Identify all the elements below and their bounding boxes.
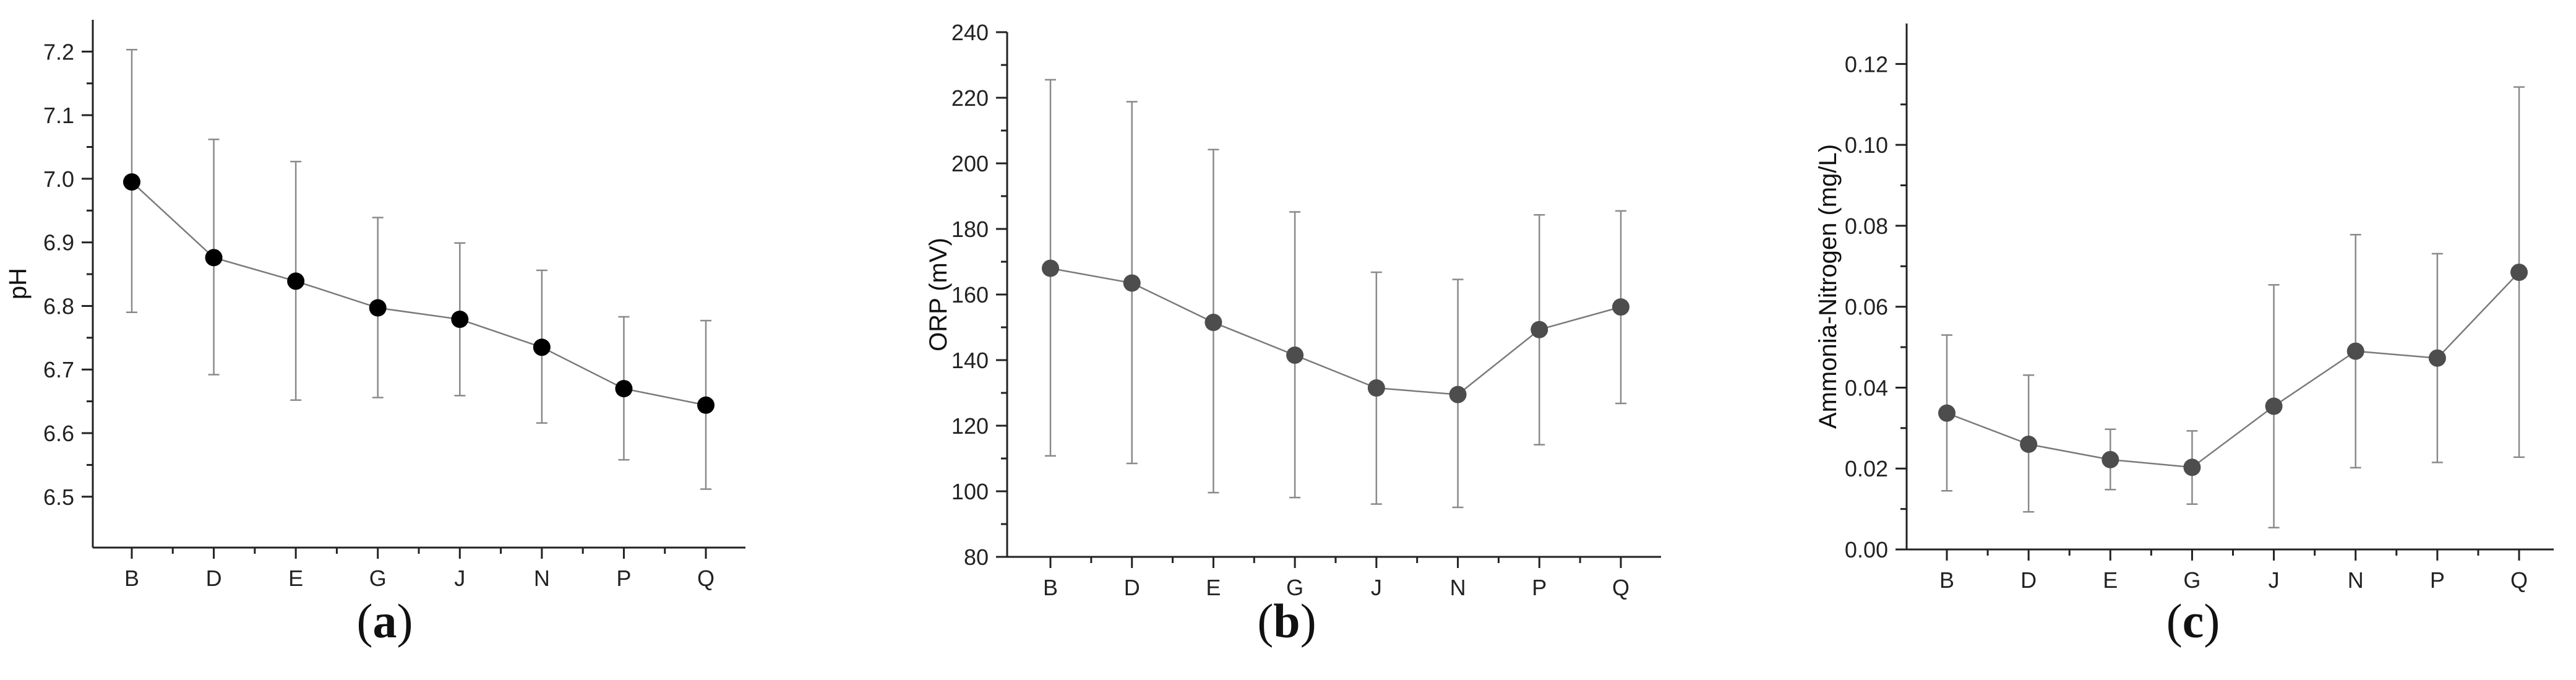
y-tick-label: 6.7: [43, 357, 74, 382]
x-tick-label: E: [288, 566, 303, 591]
x-tick-label: B: [1043, 575, 1058, 600]
x-tick-label: P: [616, 566, 631, 591]
x-tick-label: D: [1124, 575, 1140, 600]
x-tick-label: G: [1286, 575, 1303, 600]
x-tick-label: J: [2269, 567, 2280, 593]
series-line: [1946, 272, 2520, 468]
x-tick-label: E: [2103, 567, 2118, 593]
data-point: [1286, 346, 1304, 364]
y-tick-label: 0.06: [1845, 295, 1888, 320]
x-tick-label: B: [1939, 567, 1954, 593]
panel-label-open-paren: (: [2166, 594, 2183, 648]
data-point: [451, 311, 469, 329]
x-tick-label: J: [454, 566, 465, 591]
data-point: [1123, 274, 1141, 292]
data-point: [1531, 321, 1548, 338]
x-tick-label: D: [2020, 567, 2037, 593]
x-tick-label: Q: [697, 566, 715, 591]
y-tick-label: 180: [951, 217, 989, 242]
y-tick-label: 0.08: [1845, 213, 1888, 239]
y-tick-label: 0.04: [1845, 375, 1888, 400]
x-tick-label: Q: [2510, 567, 2528, 593]
panel-label: (c): [2166, 594, 2220, 648]
y-tick-label: 0.02: [1845, 456, 1888, 481]
x-tick-label: N: [2348, 567, 2364, 593]
chart-panel-b: 80 100 120 140 160 180 200 220 240 B D E G J N P Q ORP (m…: [925, 20, 1661, 648]
y-tick-label: 0.10: [1845, 132, 1888, 158]
x-tick-label: Q: [1612, 575, 1629, 600]
y-tick-label: 0.00: [1845, 537, 1888, 562]
panel-label: (a): [357, 594, 413, 648]
data-point: [2510, 264, 2528, 282]
data-point: [2428, 349, 2446, 367]
panel-label-close-paren: ): [397, 594, 413, 648]
y-tick-label: 220: [951, 85, 989, 111]
y-tick-label: 7.2: [43, 39, 74, 64]
panel-label: (b): [1257, 594, 1316, 648]
y-tick-label: 6.9: [43, 230, 74, 256]
panel-letter: b: [1273, 594, 1300, 648]
y-tick-label: 6.8: [43, 293, 74, 319]
y-tick-label: 0.12: [1845, 51, 1888, 77]
data-point: [533, 338, 551, 356]
chart-panel-a: 6.5 6.6 6.7 6.8 6.9 7.0 7.1 7.2 B D E G J N P QpH (a): [4, 20, 745, 648]
y-tick-label: 200: [951, 151, 989, 176]
y-axis-title: pH: [4, 268, 32, 299]
y-tick-label: 120: [951, 413, 989, 439]
y-axis-title: ORP (mV): [925, 238, 952, 351]
x-tick-label: N: [1450, 575, 1466, 600]
x-tick-label: J: [1371, 575, 1382, 600]
data-point: [1938, 404, 1956, 422]
panel-letter: c: [2183, 594, 2204, 648]
y-tick-label: 140: [951, 348, 989, 373]
data-point: [287, 272, 305, 290]
series-line: [131, 181, 706, 407]
data-point: [1204, 314, 1222, 332]
data-point: [2265, 397, 2283, 415]
panel-label-open-paren: (: [1257, 594, 1273, 648]
data-point: [1612, 298, 1629, 316]
x-tick-label: P: [1532, 575, 1547, 600]
data-point: [369, 299, 387, 317]
data-point: [697, 396, 715, 414]
x-tick-label: G: [369, 566, 387, 591]
data-point: [123, 173, 140, 191]
chart-panel-c: 0.00 0.02 0.04 0.06 0.08 0.10 0.12 B D E G J N P Q Ammo…: [1814, 24, 2554, 648]
x-tick-label: P: [2430, 567, 2445, 593]
y-tick-label: 7.1: [43, 103, 74, 128]
y-tick-label: 80: [964, 544, 989, 570]
data-point: [615, 380, 633, 398]
y-tick-label: 6.6: [43, 421, 74, 446]
panel-letter: a: [373, 594, 397, 648]
data-point: [205, 249, 223, 267]
y-tick-label: 7.0: [43, 166, 74, 192]
x-tick-label: D: [206, 566, 222, 591]
data-point: [1449, 385, 1467, 403]
data-point: [2020, 436, 2038, 453]
panel-label-close-paren: ): [2204, 594, 2220, 648]
panel-label-open-paren: (: [357, 594, 373, 648]
y-tick-label: 6.5: [43, 484, 74, 510]
y-axis-title: Ammonia-Nitrogen (mg/L): [1814, 144, 1842, 429]
data-point: [1367, 379, 1385, 397]
y-tick-label: 100: [951, 479, 989, 504]
data-point: [2346, 342, 2364, 360]
y-tick-label: 240: [951, 20, 989, 45]
x-tick-label: B: [124, 566, 139, 591]
x-tick-label: E: [1206, 575, 1221, 600]
data-point: [1042, 259, 1059, 277]
x-tick-label: N: [534, 566, 550, 591]
data-point: [2183, 458, 2201, 476]
x-tick-label: G: [2183, 567, 2200, 593]
panel-label-close-paren: ): [1300, 594, 1316, 648]
y-tick-label: 160: [951, 282, 989, 308]
data-point: [2102, 450, 2119, 468]
series-line: [1050, 267, 1621, 395]
